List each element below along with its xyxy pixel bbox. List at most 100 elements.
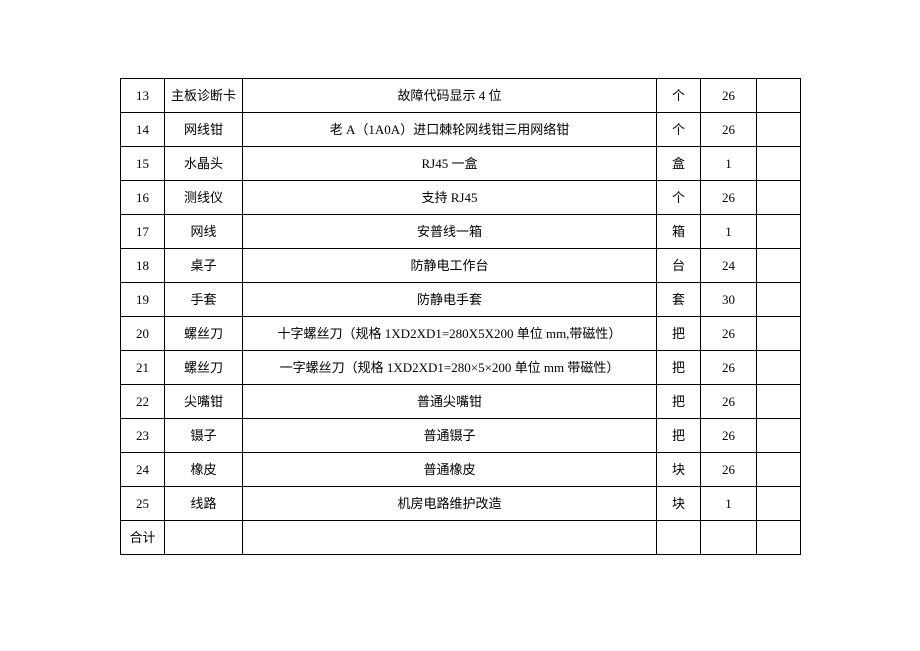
cell-remark <box>757 249 801 283</box>
cell-num: 18 <box>121 249 165 283</box>
cell-unit: 台 <box>657 249 701 283</box>
cell-spec: 普通橡皮 <box>243 453 657 487</box>
cell-name: 手套 <box>165 283 243 317</box>
cell-unit: 盒 <box>657 147 701 181</box>
cell-remark <box>757 487 801 521</box>
cell-spec: 一字螺丝刀（规格 1XD2XD1=280×5×200 单位 mm 带磁性） <box>243 351 657 385</box>
cell-num: 23 <box>121 419 165 453</box>
cell-unit: 把 <box>657 419 701 453</box>
cell-remark <box>757 453 801 487</box>
cell-unit: 个 <box>657 79 701 113</box>
cell-qty: 26 <box>701 453 757 487</box>
cell-remark <box>757 283 801 317</box>
cell-remark <box>757 181 801 215</box>
cell-num: 16 <box>121 181 165 215</box>
table-row: 23 镊子 普通镊子 把 26 <box>121 419 801 453</box>
table-row: 13 主板诊断卡 故障代码显示 4 位 个 26 <box>121 79 801 113</box>
cell-remark <box>757 521 801 555</box>
cell-spec: 普通尖嘴钳 <box>243 385 657 419</box>
cell-unit: 套 <box>657 283 701 317</box>
cell-qty: 26 <box>701 113 757 147</box>
cell-qty: 1 <box>701 487 757 521</box>
cell-qty: 26 <box>701 351 757 385</box>
table-total-row: 合计 <box>121 521 801 555</box>
cell-spec: 安普线一箱 <box>243 215 657 249</box>
cell-unit: 块 <box>657 487 701 521</box>
cell-num: 21 <box>121 351 165 385</box>
cell-remark <box>757 113 801 147</box>
table-row: 24 橡皮 普通橡皮 块 26 <box>121 453 801 487</box>
cell-spec: 防静电手套 <box>243 283 657 317</box>
cell-spec: 支持 RJ45 <box>243 181 657 215</box>
table-row: 17 网线 安普线一箱 箱 1 <box>121 215 801 249</box>
cell-spec: 机房电路维护改造 <box>243 487 657 521</box>
cell-name: 水晶头 <box>165 147 243 181</box>
cell-total-label: 合计 <box>121 521 165 555</box>
cell-remark <box>757 419 801 453</box>
cell-name: 尖嘴钳 <box>165 385 243 419</box>
cell-spec: 老 A（1A0A）进口棘轮网线钳三用网络钳 <box>243 113 657 147</box>
cell-remark <box>757 79 801 113</box>
cell-name: 镊子 <box>165 419 243 453</box>
cell-num: 24 <box>121 453 165 487</box>
cell-qty: 26 <box>701 317 757 351</box>
cell-qty: 26 <box>701 419 757 453</box>
cell-name: 网线钳 <box>165 113 243 147</box>
document-page: 13 主板诊断卡 故障代码显示 4 位 个 26 14 网线钳 老 A（1A0A… <box>0 0 920 651</box>
cell-qty: 1 <box>701 147 757 181</box>
cell-remark <box>757 385 801 419</box>
cell-unit: 箱 <box>657 215 701 249</box>
cell-remark <box>757 317 801 351</box>
cell-qty <box>701 521 757 555</box>
cell-name: 桌子 <box>165 249 243 283</box>
table-row: 16 测线仪 支持 RJ45 个 26 <box>121 181 801 215</box>
cell-spec: RJ45 一盒 <box>243 147 657 181</box>
equipment-table: 13 主板诊断卡 故障代码显示 4 位 个 26 14 网线钳 老 A（1A0A… <box>120 78 801 555</box>
table-row: 20 螺丝刀 十字螺丝刀（规格 1XD2XD1=280X5X200 单位 mm,… <box>121 317 801 351</box>
cell-unit: 个 <box>657 181 701 215</box>
cell-unit: 个 <box>657 113 701 147</box>
cell-name: 螺丝刀 <box>165 351 243 385</box>
cell-name <box>165 521 243 555</box>
cell-name: 测线仪 <box>165 181 243 215</box>
cell-name: 线路 <box>165 487 243 521</box>
cell-num: 14 <box>121 113 165 147</box>
table-row: 19 手套 防静电手套 套 30 <box>121 283 801 317</box>
table-row: 15 水晶头 RJ45 一盒 盒 1 <box>121 147 801 181</box>
cell-num: 25 <box>121 487 165 521</box>
cell-num: 22 <box>121 385 165 419</box>
cell-spec: 普通镊子 <box>243 419 657 453</box>
cell-name: 网线 <box>165 215 243 249</box>
cell-unit: 把 <box>657 317 701 351</box>
cell-num: 20 <box>121 317 165 351</box>
cell-remark <box>757 351 801 385</box>
cell-qty: 26 <box>701 385 757 419</box>
cell-qty: 1 <box>701 215 757 249</box>
cell-num: 19 <box>121 283 165 317</box>
cell-remark <box>757 147 801 181</box>
cell-unit: 把 <box>657 385 701 419</box>
cell-unit: 块 <box>657 453 701 487</box>
table-row: 21 螺丝刀 一字螺丝刀（规格 1XD2XD1=280×5×200 单位 mm … <box>121 351 801 385</box>
table-row: 22 尖嘴钳 普通尖嘴钳 把 26 <box>121 385 801 419</box>
table-row: 25 线路 机房电路维护改造 块 1 <box>121 487 801 521</box>
cell-num: 13 <box>121 79 165 113</box>
cell-spec: 故障代码显示 4 位 <box>243 79 657 113</box>
cell-unit: 把 <box>657 351 701 385</box>
cell-qty: 30 <box>701 283 757 317</box>
cell-remark <box>757 215 801 249</box>
cell-name: 螺丝刀 <box>165 317 243 351</box>
cell-spec: 十字螺丝刀（规格 1XD2XD1=280X5X200 单位 mm,带磁性） <box>243 317 657 351</box>
cell-name: 橡皮 <box>165 453 243 487</box>
table-row: 18 桌子 防静电工作台 台 24 <box>121 249 801 283</box>
cell-num: 15 <box>121 147 165 181</box>
cell-num: 17 <box>121 215 165 249</box>
cell-unit <box>657 521 701 555</box>
cell-qty: 26 <box>701 181 757 215</box>
cell-name: 主板诊断卡 <box>165 79 243 113</box>
cell-qty: 24 <box>701 249 757 283</box>
table-body: 13 主板诊断卡 故障代码显示 4 位 个 26 14 网线钳 老 A（1A0A… <box>121 79 801 555</box>
cell-spec <box>243 521 657 555</box>
table-row: 14 网线钳 老 A（1A0A）进口棘轮网线钳三用网络钳 个 26 <box>121 113 801 147</box>
cell-spec: 防静电工作台 <box>243 249 657 283</box>
